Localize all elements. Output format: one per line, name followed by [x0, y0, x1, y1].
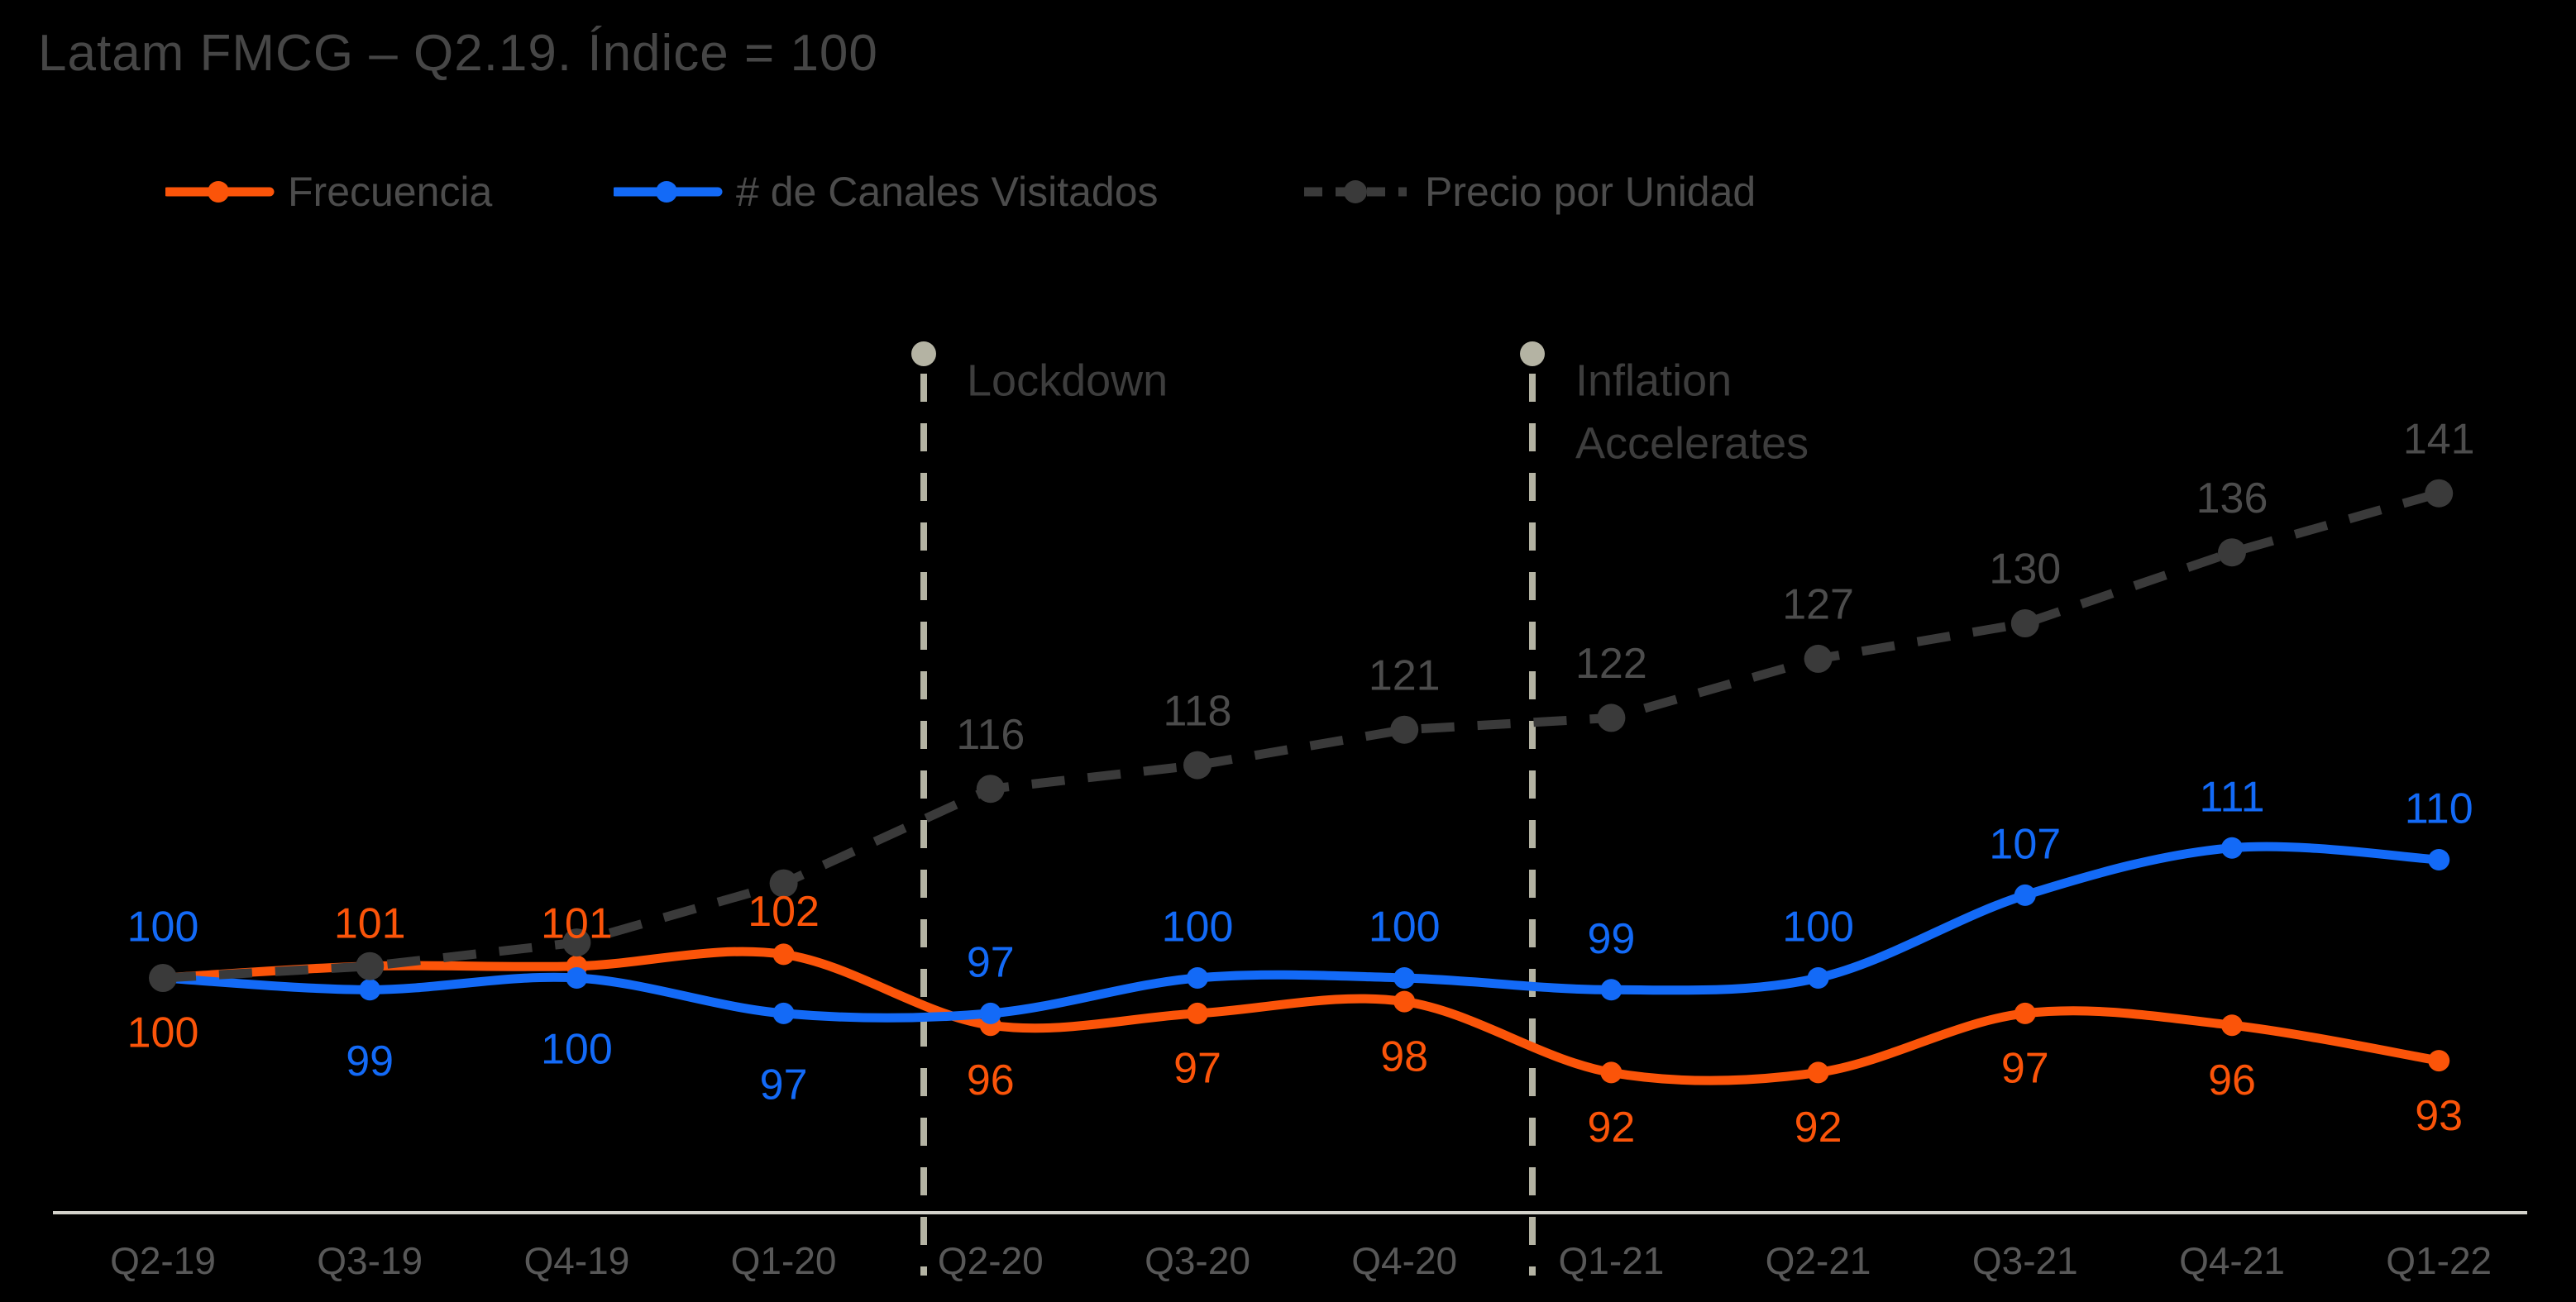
value-label-frecuencia: 101: [334, 899, 406, 947]
data-point-frecuencia: [1807, 1061, 1829, 1084]
legend-label: Precio por Unidad: [1425, 169, 1756, 215]
value-label-frecuencia: 93: [2415, 1092, 2463, 1140]
data-point-precio-por-unidad: [2010, 609, 2039, 637]
value-label-precio-por-unidad: 127: [1782, 581, 1854, 629]
data-point-frecuencia: [2014, 1002, 2036, 1024]
value-label-de-canales-visitados: 100: [127, 904, 199, 951]
x-tick-label: Q3-20: [1145, 1239, 1250, 1282]
value-label-frecuencia: 96: [2208, 1056, 2256, 1104]
data-point-de-canales-visitados: [1393, 967, 1416, 989]
x-tick-label: Q1-21: [1558, 1239, 1664, 1282]
line-swatch-icon: [614, 181, 723, 203]
x-tick-label: Q1-20: [731, 1239, 837, 1282]
data-point-de-canales-visitados: [359, 979, 381, 1001]
value-label-frecuencia: 102: [748, 888, 820, 936]
data-point-frecuencia: [772, 943, 795, 966]
annotation-dot-inflation: [1520, 341, 1545, 366]
legend: Frecuencia # de Canales Visitados Precio…: [0, 169, 2576, 215]
value-label-de-canales-visitados: 97: [760, 1061, 808, 1109]
x-tick-label: Q4-20: [1351, 1239, 1457, 1282]
value-label-frecuencia: 92: [1795, 1104, 1842, 1152]
chart-title: Latam FMCG – Q2.19. Índice = 100: [38, 25, 878, 82]
series-path-frecuencia: [158, 947, 2444, 1085]
data-point-precio-por-unidad: [149, 964, 177, 992]
value-label-frecuencia: 92: [1587, 1104, 1635, 1152]
value-label-precio-por-unidad: 121: [1369, 651, 1441, 699]
x-tick-label: Q4-19: [523, 1239, 629, 1282]
x-tick-label: Q2-20: [938, 1239, 1044, 1282]
data-point-de-canales-visitados: [2014, 884, 2036, 906]
value-label-de-canales-visitados: 99: [1587, 915, 1635, 963]
data-point-precio-por-unidad: [562, 928, 591, 957]
data-point-frecuencia: [2428, 1050, 2450, 1072]
data-point-frecuencia: [1187, 1002, 1208, 1024]
dashed-line-swatch-icon: [1304, 180, 1407, 203]
value-label-precio-por-unidad: 118: [1164, 687, 1232, 735]
value-label-de-canales-visitados: 107: [1989, 821, 2061, 869]
value-label-de-canales-visitados: 100: [1162, 904, 1234, 951]
x-tick-label: Q2-21: [1766, 1239, 1871, 1282]
value-label-de-canales-visitados: 110: [2405, 785, 2473, 833]
x-tick-label: Q3-19: [317, 1239, 423, 1282]
legend-label: Frecuencia: [288, 169, 493, 215]
series-path-precio-por-unidad: [162, 489, 2440, 983]
legend-item-frecuencia: Frecuencia: [165, 169, 493, 215]
data-point-frecuencia: [1393, 990, 1416, 1013]
series-path-de-canales-visitados: [158, 842, 2444, 1023]
value-label-de-canales-visitados: 100: [1369, 904, 1441, 951]
data-point-precio-por-unidad: [1390, 715, 1419, 744]
value-label-de-canales-visitados: 100: [541, 1026, 613, 1074]
value-label-frecuencia: 97: [2001, 1045, 2049, 1093]
annotation-label-lockdown: Lockdown: [967, 355, 1168, 405]
data-point-precio-por-unidad: [2218, 538, 2246, 567]
annotation-label-inflation: Accelerates: [1575, 418, 1809, 468]
data-point-de-canales-visitados: [2221, 837, 2243, 859]
data-point-de-canales-visitados: [1600, 979, 1623, 1001]
value-label-precio-por-unidad: 130: [1989, 546, 2061, 594]
annotation-dot-lockdown: [911, 341, 936, 366]
annotation-label-inflation: Inflation: [1575, 355, 1732, 405]
value-label-precio-por-unidad: 136: [2196, 475, 2268, 522]
data-point-precio-por-unidad: [356, 951, 385, 980]
x-tick-label: Q3-21: [1972, 1239, 2078, 1282]
value-label-precio-por-unidad: 116: [956, 711, 1025, 759]
legend-item-precio: Precio por Unidad: [1302, 169, 1756, 215]
value-label-de-canales-visitados: 111: [2199, 773, 2264, 821]
value-label-frecuencia: 100: [127, 1009, 199, 1057]
data-point-precio-por-unidad: [1597, 703, 1626, 732]
value-label-precio-por-unidad: 141: [2403, 415, 2475, 463]
legend-item-canales: # de Canales Visitados: [614, 169, 1159, 215]
data-point-frecuencia: [2221, 1014, 2243, 1037]
value-label-precio-por-unidad: 122: [1575, 640, 1647, 688]
data-point-de-canales-visitados: [772, 1002, 795, 1024]
data-point-precio-por-unidad: [976, 775, 1005, 804]
value-label-frecuencia: 101: [541, 899, 613, 947]
line-swatch-icon: [165, 181, 275, 203]
data-point-precio-por-unidad: [1183, 751, 1212, 780]
value-label-frecuencia: 96: [967, 1056, 1015, 1104]
value-label-frecuencia: 98: [1380, 1033, 1428, 1080]
value-label-de-canales-visitados: 100: [1782, 904, 1854, 951]
x-tick-label: Q2-19: [110, 1239, 216, 1282]
data-point-de-canales-visitados: [566, 967, 588, 989]
x-tick-label: Q4-21: [2179, 1239, 2285, 1282]
legend-label: # de Canales Visitados: [736, 169, 1159, 215]
value-label-de-canales-visitados: 97: [967, 939, 1015, 987]
data-point-precio-por-unidad: [2425, 479, 2454, 508]
data-point-precio-por-unidad: [769, 869, 798, 898]
data-point-de-canales-visitados: [2428, 849, 2450, 870]
data-point-frecuencia: [1600, 1061, 1623, 1084]
data-point-de-canales-visitados: [1187, 967, 1208, 989]
data-point-de-canales-visitados: [1807, 967, 1829, 989]
data-point-de-canales-visitados: [979, 1002, 1001, 1024]
value-label-frecuencia: 97: [1173, 1045, 1221, 1093]
data-point-precio-por-unidad: [1804, 644, 1833, 673]
x-tick-label: Q1-22: [2386, 1239, 2492, 1282]
value-label-de-canales-visitados: 99: [346, 1037, 394, 1085]
